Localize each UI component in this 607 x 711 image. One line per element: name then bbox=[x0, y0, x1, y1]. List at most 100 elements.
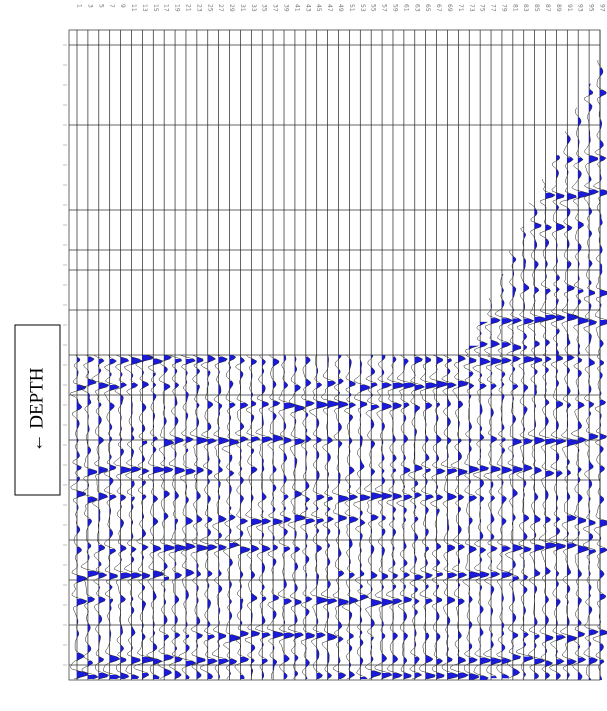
wiggle-trace bbox=[80, 354, 101, 680]
wiggle-trace bbox=[189, 354, 209, 680]
trace-label: 69 bbox=[446, 4, 453, 12]
trace-label: 63 bbox=[413, 4, 420, 12]
trace-label: 35 bbox=[261, 4, 268, 12]
wiggle-trace bbox=[570, 107, 590, 680]
wiggle-trace bbox=[267, 354, 285, 680]
wiggle-fill bbox=[458, 355, 469, 679]
wiggle-fill bbox=[131, 357, 143, 679]
trace-label: 87 bbox=[544, 4, 551, 12]
trace-label: 85 bbox=[533, 4, 540, 12]
wiggle-trace bbox=[254, 354, 274, 680]
wiggle-fill bbox=[414, 357, 425, 679]
wiggle-trace bbox=[482, 297, 503, 679]
trace-label: 27 bbox=[217, 4, 224, 12]
trace-label: 47 bbox=[326, 4, 333, 12]
wiggle-fill bbox=[305, 357, 316, 679]
wiggle-fill bbox=[382, 355, 393, 679]
trace-label: 5 bbox=[97, 4, 104, 8]
trace-label: 23 bbox=[195, 4, 202, 12]
wiggle-fill bbox=[589, 83, 599, 680]
trace-label: 25 bbox=[206, 4, 213, 12]
wiggle-trace bbox=[548, 155, 567, 680]
wiggle-fill bbox=[436, 357, 448, 679]
trace-label: 55 bbox=[370, 4, 377, 12]
trace-label: 65 bbox=[424, 4, 431, 12]
wiggle-trace bbox=[133, 354, 155, 680]
wiggle-trace bbox=[516, 226, 536, 679]
trace-label: 51 bbox=[348, 4, 355, 12]
trace-label: 79 bbox=[500, 4, 507, 12]
trace-label: 93 bbox=[577, 4, 584, 12]
wiggle-trace bbox=[559, 131, 581, 680]
wiggle-trace bbox=[363, 354, 384, 680]
trace-label: 91 bbox=[566, 4, 573, 12]
trace-label: 15 bbox=[152, 4, 159, 12]
wiggle-trace bbox=[277, 354, 297, 680]
trace-label: 13 bbox=[141, 4, 148, 12]
wiggle-trace bbox=[91, 354, 110, 680]
wiggle-fill bbox=[262, 359, 273, 679]
wiggle-trace bbox=[494, 274, 514, 679]
wiggle-trace bbox=[527, 202, 548, 680]
wiggle-trace bbox=[472, 321, 492, 681]
wiggle-trace bbox=[244, 354, 264, 680]
trace-label: 95 bbox=[588, 4, 595, 12]
wiggle-trace bbox=[396, 354, 417, 680]
wiggle-fill bbox=[120, 357, 134, 679]
trace-label: 37 bbox=[272, 4, 279, 12]
wiggle-fill bbox=[349, 359, 359, 679]
wiggle-trace bbox=[320, 354, 339, 680]
wiggle-trace bbox=[441, 354, 460, 680]
trace-label: 1 bbox=[76, 4, 83, 8]
wiggle-trace bbox=[385, 354, 406, 680]
wiggles bbox=[70, 59, 607, 681]
trace-label: 67 bbox=[435, 4, 442, 12]
wiggle-fill bbox=[186, 359, 196, 679]
wiggle-fill bbox=[284, 355, 296, 679]
trace-label: 3 bbox=[86, 4, 93, 8]
trace-label: 97 bbox=[599, 4, 606, 12]
wiggle-trace bbox=[504, 250, 524, 679]
wiggle-trace bbox=[123, 354, 143, 680]
wiggle-fill bbox=[153, 359, 165, 679]
wiggle-fill bbox=[512, 256, 524, 677]
trace-label: 83 bbox=[522, 4, 529, 12]
trace-label: 31 bbox=[239, 4, 246, 12]
wiggle-fill bbox=[491, 304, 502, 679]
wiggle-fill bbox=[218, 357, 230, 679]
wiggle-trace bbox=[178, 354, 197, 680]
wiggle-trace bbox=[341, 354, 359, 680]
wiggle-trace bbox=[221, 354, 241, 680]
trace-label: 11 bbox=[130, 4, 137, 12]
wiggle-fill bbox=[556, 155, 567, 680]
trace-label: 53 bbox=[359, 4, 366, 12]
wiggle-trace bbox=[168, 354, 187, 680]
wiggle-fill bbox=[447, 359, 459, 679]
trace-label: 57 bbox=[381, 4, 388, 12]
wiggle-trace bbox=[157, 354, 175, 680]
trace-label: 59 bbox=[391, 4, 398, 12]
wiggle-trace bbox=[374, 354, 393, 680]
depth-box bbox=[14, 324, 61, 496]
wiggle-trace bbox=[538, 179, 559, 680]
wiggle-trace bbox=[407, 354, 426, 680]
trace-label: 21 bbox=[184, 4, 191, 12]
trace-label: 17 bbox=[163, 4, 170, 12]
wiggle-trace bbox=[308, 354, 330, 680]
wiggle-trace bbox=[70, 354, 89, 680]
trace-label: 89 bbox=[555, 4, 562, 12]
wiggle-fill bbox=[98, 359, 109, 679]
wiggle-trace bbox=[418, 354, 439, 680]
wiggle-fill bbox=[316, 367, 329, 679]
wiggle-fill bbox=[600, 68, 607, 680]
wiggle-fill bbox=[403, 359, 417, 679]
trace-label: 19 bbox=[174, 4, 181, 12]
wiggle-fill bbox=[469, 345, 481, 680]
wiggle-fill bbox=[294, 357, 305, 679]
wiggle-fill bbox=[338, 355, 350, 679]
wiggle-fill bbox=[77, 357, 89, 679]
wiggle-fill bbox=[523, 226, 535, 679]
wiggle-trace bbox=[331, 354, 350, 680]
